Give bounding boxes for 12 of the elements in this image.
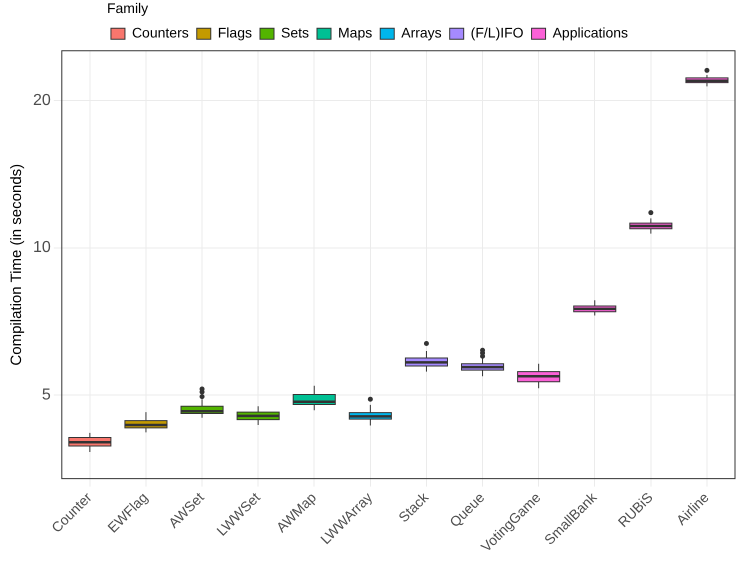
legend-label: Counters (132, 24, 189, 41)
y-axis-title: Compilation Time (in seconds) (8, 164, 26, 366)
legend-label: Applications (552, 24, 628, 41)
legend-label: Maps (338, 24, 372, 41)
legend-label: Flags (218, 24, 252, 41)
y-tick-label: 5 (42, 386, 51, 404)
y-tick-label: 20 (33, 92, 51, 110)
legend-label: Sets (280, 24, 309, 41)
y-tick-label: 10 (33, 239, 51, 256)
legend-label: (F/L)IFO (470, 24, 524, 41)
legend-title: Family (106, 0, 148, 16)
legend-label: Arrays (401, 24, 442, 41)
